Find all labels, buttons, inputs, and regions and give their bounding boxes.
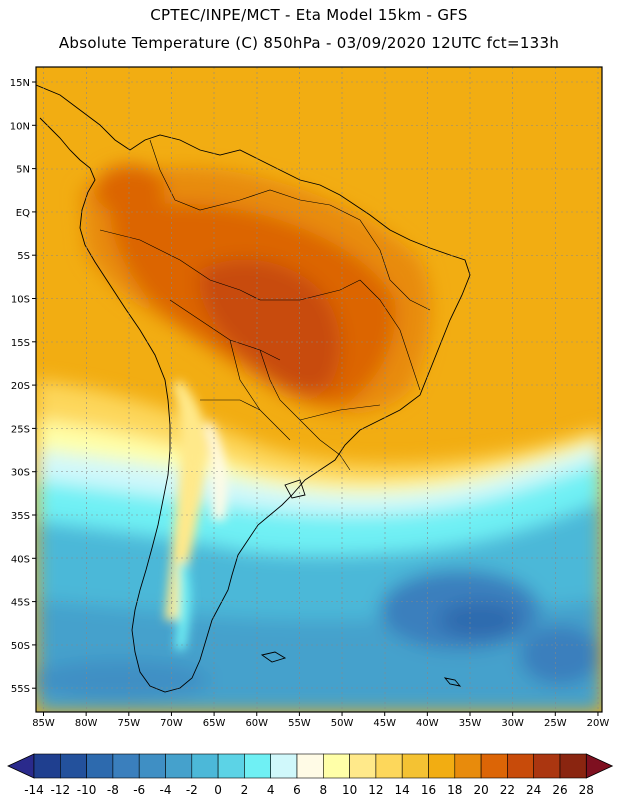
colorbar-swatch (480, 753, 508, 779)
lon-label: 80W (75, 718, 98, 729)
colorbar-swatch (296, 753, 324, 779)
lon-label: 70W (160, 718, 183, 729)
chart-subtitle: Absolute Temperature (C) 850hPa - 03/09/… (58, 34, 560, 52)
colorbar-label: 16 (421, 783, 436, 797)
colorbar-swatch (244, 753, 271, 779)
colorbar-label: 14 (395, 783, 410, 797)
colorbar-swatch (401, 753, 429, 779)
colorbar-swatch (375, 753, 403, 779)
lat-label: 40S (11, 554, 30, 565)
colorbar-swatch (349, 753, 377, 779)
colorbar-swatch (165, 753, 193, 779)
lat-label: 20S (11, 381, 30, 392)
lat-label: 30S (11, 468, 30, 479)
colorbar-swatch (33, 753, 61, 779)
colorbar-label: -10 (77, 783, 97, 797)
colorbar-swatch (507, 753, 534, 779)
temperature-field (36, 67, 602, 712)
lon-label: 40W (416, 718, 439, 729)
colorbar-label: 10 (342, 783, 357, 797)
colorbar-swatch (559, 753, 587, 779)
lon-label: 75W (117, 718, 140, 729)
colorbar-swatch (138, 753, 166, 779)
country-borders (99, 139, 431, 471)
colorbar-label: 28 (579, 783, 594, 797)
colorbar-label: 8 (319, 783, 327, 797)
colorbar-swatch (454, 753, 482, 779)
colorbar-label: -8 (107, 783, 119, 797)
lon-label: 35W (459, 718, 482, 729)
lon-label: 50W (331, 718, 354, 729)
colorbar-swatch (59, 753, 87, 779)
colorbar-swatch (112, 753, 140, 779)
colorbar: -14 -12 -10 -8 -6 -4 -2 0 2 4 6 8 10 12 14 16 18 20 22 24 26… (7, 753, 614, 797)
colorbar-label: 20 (473, 783, 488, 797)
lat-label: EQ (16, 208, 30, 219)
lat-label: 55S (11, 684, 30, 695)
lat-label: 25S (11, 424, 30, 435)
colorbar-label: -12 (50, 783, 70, 797)
colorbar-low-arrow (7, 753, 35, 779)
colorbar-label: 0 (214, 783, 222, 797)
lat-label: 5S (17, 251, 30, 262)
colorbar-label: 18 (447, 783, 462, 797)
lon-label: 25W (544, 718, 567, 729)
colorbar-label: -4 (160, 783, 172, 797)
lat-label: 15N (10, 78, 30, 89)
colorbar-swatch (428, 753, 456, 779)
latitude-labels: 15N 10N 5N EQ 5S 10S 15S 20S 25S 30S 35S 40S 45S 50S 5… (10, 78, 36, 695)
colorbar-swatch (191, 753, 219, 779)
lat-label: 50S (11, 641, 30, 652)
lat-label: 45S (11, 598, 30, 609)
colorbar-label: 12 (368, 783, 383, 797)
colorbar-swatch (322, 753, 350, 779)
colorbar-label: 26 (552, 783, 567, 797)
lat-label: 10S (11, 295, 30, 306)
colorbar-swatch (533, 753, 561, 779)
lat-label: 10N (10, 121, 30, 132)
lat-label: 35S (11, 511, 30, 522)
colorbar-swatch (217, 753, 245, 779)
grid-lines (36, 67, 602, 712)
colorbar-label: -2 (186, 783, 198, 797)
colorbar-label: 4 (267, 783, 275, 797)
coastline (36, 84, 471, 693)
colorbar-swatch (86, 753, 114, 779)
lon-label: 30W (501, 718, 524, 729)
colorbar-label: 24 (526, 783, 541, 797)
map-frame (35, 66, 603, 713)
chart-title: CPTEC/INPE/MCT - Eta Model 15km - GFS (150, 6, 468, 24)
lon-label: 65W (203, 718, 226, 729)
lon-label: 55W (288, 718, 311, 729)
lat-label: 5N (16, 165, 30, 176)
colorbar-high-arrow (585, 753, 614, 779)
colorbar-swatch (270, 753, 298, 779)
lon-label: 85W (32, 718, 55, 729)
colorbar-label: 2 (241, 783, 249, 797)
colorbar-label: -14 (24, 783, 44, 797)
lon-label: 45W (373, 718, 396, 729)
longitude-labels: 85W 80W 75W 70W 65W 60W 55W 50W 45W 40W 35W 30W 25W 2… (32, 712, 609, 729)
lat-label: 15S (11, 338, 30, 349)
lon-label: 20W (587, 718, 610, 729)
lon-label: 60W (245, 718, 268, 729)
colorbar-label: -6 (133, 783, 145, 797)
colorbar-label: 22 (500, 783, 515, 797)
colorbar-label: 6 (293, 783, 301, 797)
